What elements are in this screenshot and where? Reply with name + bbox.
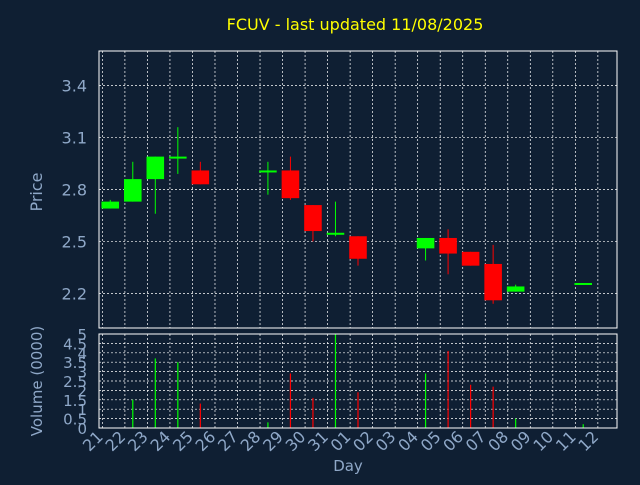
volume-axis-label: Volume (0000) [28,326,46,436]
candle [101,199,120,209]
candle-body [191,170,210,185]
volume-tick-label: 1.5 [63,392,87,410]
volume-panel: 00.511.522.533.544.55 Volume (0000) [28,326,618,438]
candle [146,156,165,214]
candle-body [101,201,120,209]
volume-frame [98,333,618,429]
candle [191,161,210,185]
candle-body [574,282,593,285]
price-y-ticks: 2.2 2.5 2.8 3.1 3.4 [62,77,87,304]
volume-y-ticks: 00.511.522.533.544.55 [63,326,87,438]
candle [574,282,593,285]
candle [304,205,322,242]
volume-tick-label: 3 [77,364,87,382]
candle [326,201,345,237]
price-tick-label: 3.4 [62,77,87,96]
candle [123,161,142,202]
chart-title: FCUV - last updated 11/08/2025 [227,15,484,34]
candle-body [484,263,502,301]
candle [461,251,480,266]
candle [506,284,525,292]
volume-tick-label: 4 [77,345,87,363]
candle [439,229,457,275]
candle-body [439,237,457,254]
x-tick-label: 12 [574,427,602,455]
candle-body [326,232,345,235]
price-axis-label: Price [27,172,46,211]
volume-tick-label: 1 [77,401,87,419]
price-grid [99,51,617,328]
volume-bars [132,334,584,428]
price-tick-label: 2.2 [62,284,87,303]
price-tick-label: 2.8 [62,181,87,200]
volume-tick-label: 0.5 [63,411,87,429]
x-axis-label: Day [333,457,363,475]
volume-tick-label: 0 [77,420,87,438]
volume-tick-label: 2.5 [63,373,87,391]
candle [416,237,435,261]
candle-body [123,179,142,202]
volume-tick-label: 5 [77,326,87,344]
candle-body [349,236,367,259]
x-axis-ticks: 2122232425262728293031010203040506070809… [79,427,602,455]
volume-tick-label: 2 [77,382,87,400]
price-frame [98,50,618,329]
volume-tick-label: 3.5 [63,354,87,372]
candle [281,156,300,200]
candle-body [416,237,435,249]
candle-body [146,156,165,180]
candle-body [259,170,277,173]
candle-body [461,251,480,266]
candle-body [304,205,322,232]
price-panel: 2.2 2.5 2.8 3.1 3.4 Price [27,50,618,329]
candlesticks [101,127,593,304]
candle-body [169,156,187,159]
candle [169,127,187,174]
price-tick-label: 3.1 [62,129,87,148]
candle [259,161,277,195]
candle [349,236,367,266]
volume-tick-label: 4.5 [63,335,87,353]
price-tick-label: 2.5 [62,232,87,251]
candle [484,244,502,304]
candle-body [281,170,300,199]
candle-body [506,286,525,292]
